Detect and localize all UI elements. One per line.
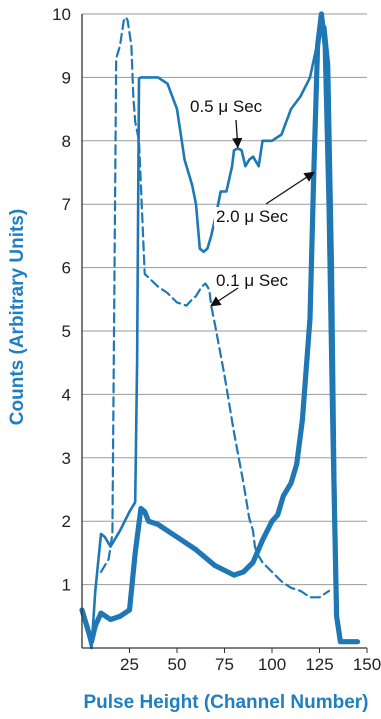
y-tick-label: 9 [62,68,71,87]
annotation-label: 0.1 μ Sec [216,271,289,290]
y-tick-label: 6 [62,259,71,278]
series-line-2 [99,16,331,599]
x-axis-title: Pulse Height (Channel Number) [83,692,368,713]
y-axis-title: Counts (Arbitrary Units) [7,209,28,425]
x-tick-label: 150 [353,655,381,674]
x-tick-label: 75 [215,655,234,674]
y-tick-label: 4 [62,385,71,404]
annotation-label-bg [214,271,302,291]
tick-labels: 1 2 3 4 5 6 7 8 9 10 25 50 75 100 125 150 [52,5,381,674]
annotations: 0.5 μ Sec 2.0 μ Sec 0.1 μ Sec [188,97,315,307]
x-tick-label: 25 [120,655,139,674]
y-tick-label: 1 [62,576,71,595]
annotation-arrow [232,119,243,149]
series-layer [79,11,361,650]
annotation-arrow [210,287,239,307]
y-tick-label: 10 [52,5,71,24]
annotation-arrow [265,171,315,205]
annotation-label-bg [188,97,276,117]
annotation-label: 0.5 μ Sec [190,97,263,116]
series-line-1 [80,25,338,650]
y-tick-label: 5 [62,322,71,341]
series-line-3 [79,11,361,645]
x-tick-label: 100 [258,655,286,674]
annotation-label: 2.0 μ Sec [216,207,289,226]
y-tick-label: 3 [62,449,71,468]
y-tick-label: 2 [62,512,71,531]
y-tick-label: 8 [62,132,71,151]
x-tick-label: 125 [305,655,333,674]
y-tick-label: 7 [62,195,71,214]
x-tick-label: 50 [168,655,187,674]
annotation-label-bg [214,207,302,227]
